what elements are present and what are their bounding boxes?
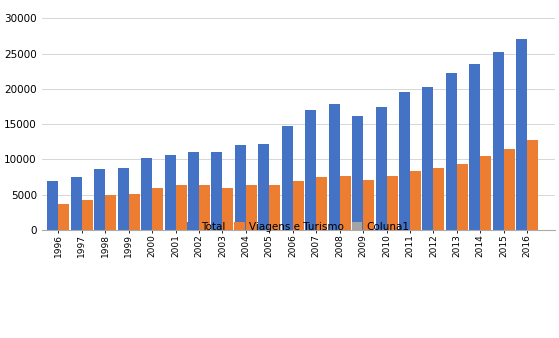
- Bar: [152, 188, 163, 230]
- Bar: [141, 158, 152, 230]
- Bar: [269, 185, 281, 230]
- Bar: [235, 145, 246, 230]
- Bar: [222, 188, 234, 230]
- Bar: [480, 156, 491, 230]
- Bar: [316, 177, 327, 230]
- Bar: [48, 181, 58, 230]
- Bar: [199, 186, 210, 230]
- Bar: [282, 126, 293, 230]
- Bar: [387, 175, 397, 230]
- Bar: [58, 204, 69, 230]
- Bar: [105, 195, 116, 230]
- Bar: [470, 64, 480, 230]
- Bar: [71, 177, 82, 230]
- Bar: [376, 107, 387, 230]
- Bar: [457, 164, 468, 230]
- Bar: [493, 52, 504, 230]
- Bar: [340, 176, 350, 230]
- Bar: [423, 88, 433, 230]
- Bar: [117, 168, 129, 230]
- Bar: [129, 194, 140, 230]
- Bar: [211, 152, 222, 230]
- Bar: [293, 181, 304, 230]
- Bar: [399, 92, 410, 230]
- Bar: [363, 180, 374, 230]
- Bar: [410, 171, 421, 230]
- Bar: [516, 40, 527, 230]
- Bar: [246, 185, 257, 230]
- Bar: [94, 169, 105, 230]
- Bar: [305, 110, 316, 230]
- Bar: [446, 73, 457, 230]
- Bar: [188, 152, 199, 230]
- Bar: [329, 104, 340, 230]
- Bar: [527, 140, 538, 230]
- Bar: [82, 200, 93, 230]
- Bar: [258, 144, 269, 230]
- Bar: [164, 155, 176, 230]
- Bar: [352, 116, 363, 230]
- Bar: [176, 186, 187, 230]
- Legend: Total, Viagens e Turismo, Coluna1: Total, Viagens e Turismo, Coluna1: [183, 218, 414, 236]
- Bar: [504, 149, 515, 230]
- Bar: [433, 168, 444, 230]
